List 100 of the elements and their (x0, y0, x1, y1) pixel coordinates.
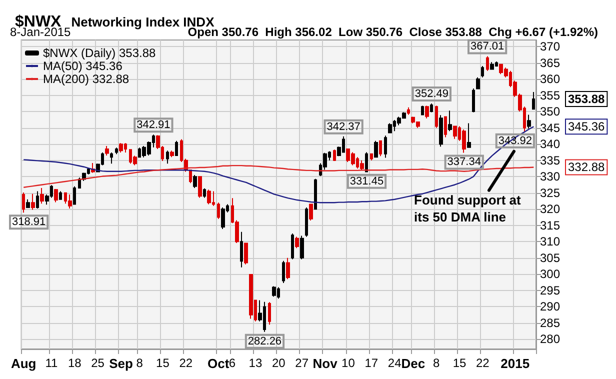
candlestick (453, 126, 457, 140)
y-tick-label: 315 (540, 218, 560, 232)
x-tick-label: 20 (272, 356, 286, 370)
x-tick-label: 15 (156, 356, 170, 370)
x-tick-label: 25 (91, 356, 105, 370)
candlestick (207, 189, 211, 205)
y-tick-label: 285 (540, 316, 560, 330)
candlestick (430, 102, 433, 113)
candlestick (388, 122, 392, 134)
x-tick-label: 27 (295, 356, 309, 370)
candlestick (54, 188, 58, 203)
candlestick (166, 150, 169, 164)
x-tick-label: 17 (364, 356, 378, 370)
x-tick-label: Oct (208, 356, 230, 371)
x-tick-label: 22 (476, 356, 490, 370)
y-tick-label: 305 (540, 250, 560, 265)
candlestick (286, 257, 290, 280)
x-tick-label: Aug (10, 356, 36, 371)
text: Open 350.76 High 356.02 Low 350.76 Close 353.88 Chg +6.67 (+1.92%) (188, 25, 598, 39)
candlestick (193, 174, 197, 188)
candlestick (305, 207, 308, 238)
candlestick (31, 193, 35, 210)
candlestick (244, 242, 248, 265)
y-tick-label: 290 (540, 300, 560, 314)
candlestick (472, 88, 475, 113)
candlestick (448, 110, 452, 132)
candlestick (486, 56, 489, 72)
legend-label: MA(200) 332.88 (43, 72, 130, 86)
candlestick (444, 116, 447, 138)
x-tick-label: Dec (401, 356, 426, 371)
y-tick-label: 320 (540, 202, 560, 216)
candlestick (110, 152, 113, 164)
x-tick-label: 8 (432, 356, 440, 370)
y-tick-label: 335 (540, 153, 560, 168)
y-tick-label: 345 (540, 120, 560, 135)
candlestick (490, 62, 494, 70)
text: 353.88 (568, 92, 606, 106)
y-tick-label: 330 (540, 170, 560, 184)
candlestick (221, 207, 225, 230)
x-tick-label: 24 (388, 356, 402, 370)
candlestick (384, 135, 387, 158)
x-tick-label: 18 (68, 356, 82, 370)
y-tick-label: 310 (540, 234, 560, 249)
candlestick (282, 260, 285, 284)
y-tick-label: 370 (540, 40, 560, 54)
x-tick-label: 11 (45, 356, 58, 370)
x-tick-label: 10 (342, 356, 356, 370)
candlestick (36, 190, 39, 209)
y-tick-label: 295 (540, 283, 560, 298)
candlestick (370, 153, 373, 161)
x-tick-label: 13 (248, 356, 262, 370)
candlestick (379, 140, 382, 157)
candlestick (249, 274, 253, 320)
legend-label: MA(50) 345.36 (43, 59, 123, 73)
candlestick (73, 186, 76, 205)
text: 332.88 (568, 160, 606, 174)
candlestick (26, 198, 30, 208)
y-tick-label: 365 (540, 56, 560, 70)
annotation: 352.49 (414, 88, 448, 100)
y-tick-label: 355 (540, 88, 560, 102)
candlestick (435, 105, 438, 128)
candlestick (105, 146, 109, 156)
candlestick (119, 142, 123, 154)
y-tick-label: 360 (540, 72, 560, 86)
candlestick (300, 235, 304, 260)
annotation: 337.34 (447, 156, 481, 168)
candlestick (189, 170, 192, 184)
x-tick-label: 15 (452, 356, 466, 370)
x-tick-label: 6 (228, 356, 236, 370)
candlestick (268, 302, 271, 326)
annotation: 342.91 (136, 119, 170, 132)
text: 345.36 (568, 120, 606, 134)
x-tick-label: 8 (136, 356, 144, 370)
candlestick (481, 66, 484, 78)
candlestick (40, 187, 44, 204)
candlestick (532, 91, 535, 110)
annotation: Found support at its 50 DMA line (414, 192, 524, 224)
candlestick (360, 160, 364, 171)
candlestick (365, 152, 368, 172)
candlestick (425, 105, 429, 119)
annotation: 318.91 (12, 216, 46, 228)
line-series (23, 164, 534, 188)
candlestick (295, 236, 299, 249)
candlestick (170, 150, 174, 158)
x-tick-label: Nov (312, 356, 338, 371)
candlestick (198, 176, 202, 198)
candlestick (217, 202, 220, 220)
candlestick (115, 147, 118, 155)
candlestick (272, 286, 276, 298)
candlestick (467, 122, 471, 148)
y-tick-label: 340 (540, 137, 560, 152)
y-tick-label: 280 (540, 332, 560, 346)
annotation: 282.26 (248, 335, 282, 348)
y-tick-label: 300 (540, 267, 560, 282)
candlestick (240, 231, 243, 268)
x-tick-label: 22 (179, 356, 193, 370)
candlestick (333, 149, 336, 162)
candlestick (374, 140, 378, 158)
candlestick (59, 190, 62, 200)
candlestick (421, 105, 424, 116)
